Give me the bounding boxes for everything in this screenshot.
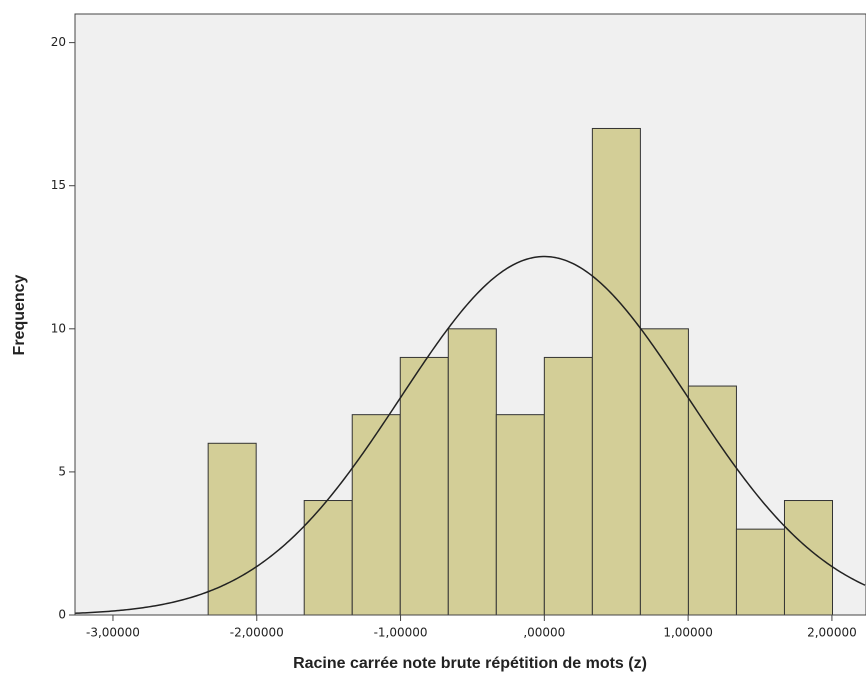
bar [543, 356, 593, 616]
y-tick-label: 0 [58, 608, 66, 622]
bar [591, 127, 641, 616]
y-tick-label: 20 [51, 35, 66, 49]
normal-curve [74, 255, 866, 615]
x-tick-label: 1,00000 [663, 626, 713, 640]
bar [783, 500, 833, 616]
bar [351, 414, 401, 616]
bar [639, 328, 689, 616]
y-tick-label: 15 [51, 178, 66, 192]
bar [735, 528, 785, 616]
y-axis-title: Frequency [11, 274, 28, 355]
y-tick-label: 10 [51, 321, 66, 335]
y-tick-label: 5 [58, 464, 66, 478]
bar [447, 328, 497, 616]
x-tick-label: -1,00000 [374, 626, 428, 640]
x-tick-label: -2,00000 [230, 626, 284, 640]
bar [207, 442, 257, 616]
bar [687, 385, 737, 616]
x-axis-title: Racine carrée note brute répétition de m… [293, 655, 647, 672]
x-tick-label: 2,00000 [807, 626, 857, 640]
bar [399, 356, 449, 616]
x-tick-label: -3,00000 [86, 626, 140, 640]
bar [495, 414, 545, 616]
x-tick-label: ,00000 [523, 626, 565, 640]
